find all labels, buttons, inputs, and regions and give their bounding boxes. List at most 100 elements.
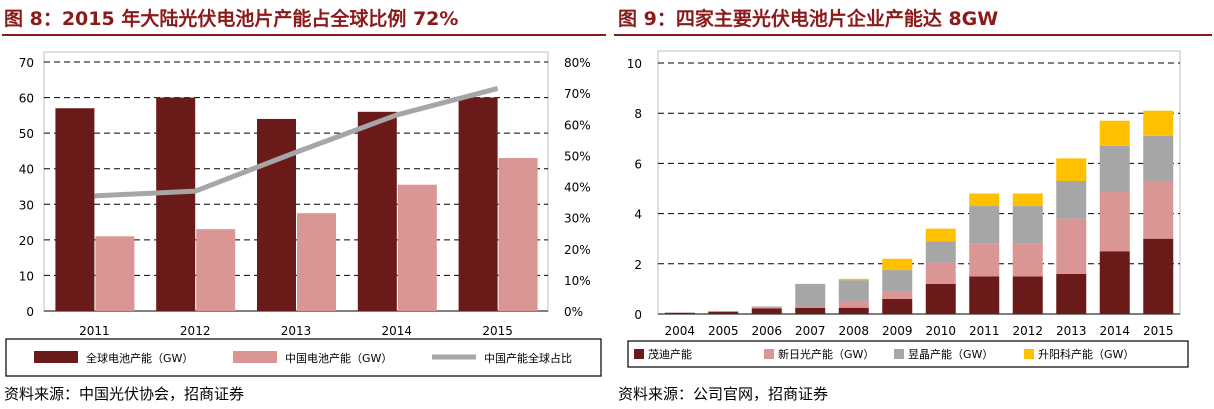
x-tick-label: 2014 (382, 324, 413, 338)
stack-segment (925, 262, 956, 284)
stack-segment (1056, 218, 1087, 274)
y-tick-label: 6 (634, 157, 642, 171)
y-tick-label: 2 (634, 258, 642, 272)
stack-segment (838, 280, 869, 302)
bar-global (257, 118, 296, 312)
stack-segment (882, 291, 913, 299)
bar-global (458, 97, 498, 311)
legend-box (5, 338, 602, 377)
y-right-tick-label: 20% (564, 243, 591, 257)
x-tick-label: 2011 (969, 324, 1000, 338)
stack-segment (1012, 276, 1043, 314)
stack-segment (882, 270, 913, 292)
stack-segment (664, 312, 695, 314)
source-note: 资料来源：公司官网，招商证券 (618, 385, 829, 403)
chart-title: 图 8：2015 年大陆光伏电池片产能占全球比例 72% (4, 8, 459, 30)
x-tick-label: 2009 (882, 324, 913, 338)
stack-segment (1012, 243, 1043, 277)
stack-segment (969, 193, 1000, 207)
bar-global (55, 108, 95, 311)
bar-china (196, 229, 236, 311)
legend-swatch (233, 351, 277, 363)
x-tick-label: 2014 (1099, 324, 1130, 338)
legend-label: 昱晶产能（GW） (908, 347, 993, 361)
right-chart-svg: 0 2 4 6 8 10 2004 2005 2006 2007 2008 2009 2010 2011 2… (627, 50, 1189, 368)
y-left-tick-label: 40 (19, 163, 34, 177)
stack-segment (1143, 135, 1174, 181)
y-left-tick-label: 10 (19, 269, 34, 283)
bar-global (156, 97, 196, 311)
stack-segment (1099, 145, 1130, 192)
y-left-tick-label: 60 (19, 92, 34, 106)
legend-swatch (894, 349, 904, 359)
stack-segment (708, 311, 739, 312)
y-left-tick-label: 0 (26, 305, 34, 319)
legend-swatch (34, 351, 78, 363)
legend-swatch (1024, 349, 1034, 359)
x-tick-label: 2007 (795, 324, 826, 338)
left-chart-panel: 图 8：2015 年大陆光伏电池片产能占全球比例 72% 0 10 20 30 40 50… (0, 0, 606, 409)
y-tick-label: 0 (634, 308, 642, 322)
y-right-tick-label: 0% (564, 305, 583, 319)
stack-segment (838, 301, 869, 308)
stack-segment (969, 243, 1000, 277)
stack-segment (838, 307, 869, 314)
legend-label: 升阳科产能（GW） (1038, 347, 1134, 361)
y-right-tick-label: 80% (564, 56, 591, 70)
stack-segment (969, 276, 1000, 314)
stack-segment (751, 308, 782, 314)
stack-segment (795, 283, 826, 307)
y-left-tick-label: 50 (19, 127, 34, 141)
x-tick-label: 2005 (708, 324, 739, 338)
bar-china (397, 184, 437, 311)
stack-segment (1099, 191, 1130, 252)
y-right-tick-label: 10% (564, 274, 591, 288)
stack-segment (1056, 158, 1087, 181)
legend-box (627, 340, 1189, 368)
stack-segment (1143, 238, 1174, 314)
stack-segment (751, 307, 782, 309)
y-left-tick-label: 70 (19, 56, 34, 70)
share-line (94, 86, 499, 199)
x-tick-label: 2013 (1056, 324, 1087, 338)
bar-china (498, 158, 538, 311)
stack-segment (925, 228, 956, 242)
stack-segment (1012, 206, 1043, 244)
stack-segment (925, 283, 956, 314)
title-underline (2, 34, 606, 36)
bar-china (297, 213, 336, 311)
x-tick-label: 2015 (1143, 324, 1174, 338)
title-underline (614, 34, 1212, 36)
stack-segment (1143, 180, 1174, 239)
stack-segment (751, 306, 782, 308)
stack-segment (1099, 251, 1130, 314)
stack-segment (795, 306, 826, 308)
stack-segment (838, 278, 869, 281)
legend-swatch (634, 349, 644, 359)
y-right-tick-label: 30% (564, 212, 591, 226)
x-tick-label: 2010 (925, 324, 956, 338)
y-tick-label: 4 (634, 208, 642, 222)
y-left-tick-label: 20 (19, 234, 34, 248)
x-tick-label: 2011 (79, 324, 110, 338)
x-tick-label: 2013 (281, 324, 312, 338)
stack-segment (1012, 193, 1043, 207)
y-right-tick-label: 70% (564, 87, 591, 101)
x-tick-label: 2012 (180, 324, 211, 338)
right-chart-panel: 图 9：四家主要光伏电池片企业产能达 8GW 0 2 4 6 8 10 2004 2005 20… (614, 0, 1214, 409)
y-tick-label: 10 (627, 57, 642, 71)
legend-label: 新日光产能（GW） (778, 347, 874, 361)
y-right-tick-label: 60% (564, 118, 591, 132)
legend-label: 全球电池产能（GW） (86, 351, 193, 365)
stack-segment (708, 311, 739, 314)
stack-segment (882, 298, 913, 314)
x-tick-label: 2008 (838, 324, 869, 338)
y-left-tick-label: 30 (19, 198, 34, 212)
y-right-tick-label: 50% (564, 149, 591, 163)
left-chart-svg: 0 10 20 30 40 50 60 70 0% 10% 20% 30% 40% 50% 60% 70% 80… (5, 51, 602, 377)
x-tick-label: 2012 (1012, 324, 1043, 338)
x-tick-label: 2015 (482, 324, 513, 338)
y-right-tick-label: 40% (564, 181, 591, 195)
stack-segment (708, 310, 739, 312)
bar-global (357, 111, 397, 311)
